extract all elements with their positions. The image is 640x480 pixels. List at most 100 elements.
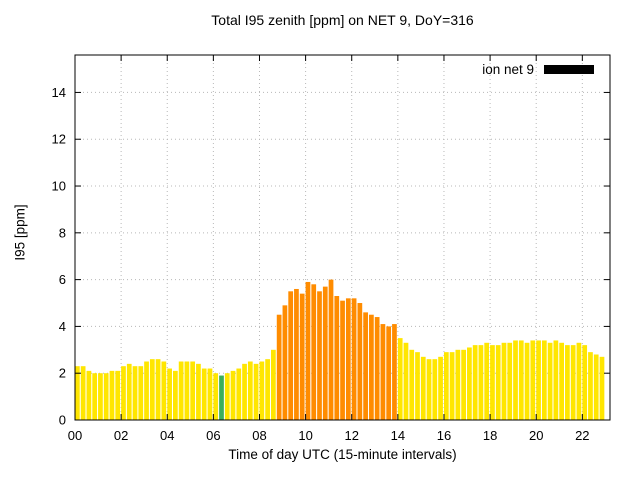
bar [322, 286, 328, 420]
y-tick-label: 6 [59, 272, 66, 287]
bar [242, 363, 247, 420]
bar [570, 345, 576, 420]
bar [541, 340, 547, 420]
bar [340, 300, 345, 420]
bar [490, 345, 495, 420]
bar [386, 326, 392, 420]
bar [219, 375, 224, 420]
bar [409, 349, 415, 420]
plot-border [74, 54, 611, 421]
bar [196, 363, 201, 420]
bar [317, 291, 322, 420]
bar [230, 370, 236, 420]
bar [334, 295, 340, 420]
bar [478, 345, 484, 420]
bar [132, 366, 138, 420]
bar [201, 368, 207, 420]
bar [207, 368, 213, 420]
bar [363, 312, 368, 420]
bar [369, 314, 374, 420]
bar [213, 373, 219, 420]
bar [432, 359, 438, 420]
bar [420, 356, 426, 420]
bar [161, 361, 167, 420]
bar [149, 359, 155, 420]
bar [438, 356, 443, 420]
bar [144, 361, 149, 420]
bar [455, 349, 461, 420]
bar [588, 352, 593, 420]
bar [449, 352, 455, 420]
bar [103, 373, 109, 420]
bar [178, 361, 184, 420]
y-tick-label: 12 [52, 132, 66, 147]
bar [253, 363, 259, 420]
bar [553, 340, 559, 420]
y-tick-label: 2 [59, 366, 66, 381]
bar [518, 340, 524, 420]
bar [224, 373, 230, 420]
bar [294, 288, 299, 420]
bar [484, 342, 490, 420]
bar [461, 349, 466, 420]
bar [115, 370, 121, 420]
bar [173, 370, 178, 420]
x-tick-label: 04 [160, 428, 174, 443]
x-tick-label: 10 [298, 428, 312, 443]
bar [276, 314, 282, 420]
bar [247, 361, 253, 420]
bar [328, 279, 334, 420]
bar [138, 366, 144, 420]
bar [547, 342, 553, 420]
bar [86, 370, 92, 420]
bar [472, 345, 478, 420]
x-axis-label: Time of day UTC (15-minute intervals) [228, 447, 457, 462]
bar [374, 317, 380, 420]
y-tick-label: 8 [59, 225, 66, 240]
bar [380, 324, 386, 420]
x-tick-label: 22 [575, 428, 589, 443]
bar [357, 303, 363, 420]
legend-swatch [544, 65, 594, 74]
bar [259, 361, 265, 420]
bar [495, 345, 501, 420]
legend-label: ion net 9 [482, 62, 534, 77]
x-tick-label: 00 [68, 428, 82, 443]
bar [271, 349, 276, 420]
bar [392, 324, 397, 420]
y-tick-label: 0 [59, 413, 66, 428]
y-tick-label: 10 [52, 179, 66, 194]
bar [565, 345, 570, 420]
bar [282, 305, 288, 420]
x-tick-label: 18 [483, 428, 497, 443]
x-tick-label: 08 [252, 428, 266, 443]
bar [155, 359, 161, 420]
x-tick-label: 20 [529, 428, 543, 443]
bar [121, 366, 126, 420]
bar [80, 366, 86, 420]
bar [98, 373, 103, 420]
legend: ion net 9 [482, 62, 594, 77]
bar [415, 352, 420, 420]
bar [305, 281, 311, 420]
y-tick-label: 14 [52, 85, 66, 100]
bar [530, 340, 536, 420]
x-tick-label: 12 [344, 428, 358, 443]
bar [299, 293, 305, 420]
bar [236, 368, 242, 420]
bar [184, 361, 190, 420]
bar [190, 361, 196, 420]
bar [167, 368, 172, 420]
x-tick-label: 16 [437, 428, 451, 443]
bar [288, 291, 294, 420]
bar [559, 342, 564, 420]
bar [92, 373, 98, 420]
bar [345, 298, 351, 420]
chart-title: Total I95 zenith [ppm] on NET 9, DoY=316 [211, 12, 474, 28]
bar [126, 363, 132, 420]
bar [426, 359, 432, 420]
bar [599, 356, 605, 420]
y-axis-label: I95 [ppm] [12, 204, 28, 261]
